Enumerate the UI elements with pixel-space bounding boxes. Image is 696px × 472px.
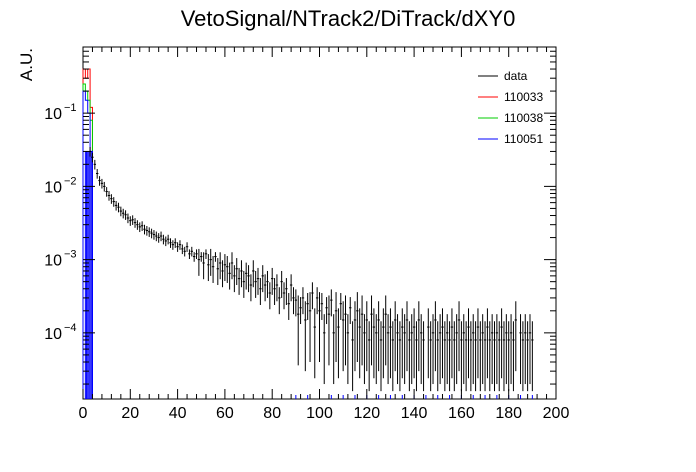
legend-label-data: data xyxy=(504,69,528,83)
y-tick-label: 10 xyxy=(44,326,62,343)
mc-histograms xyxy=(82,68,93,399)
x-tick-label: 60 xyxy=(216,405,234,422)
x-tick-label: 200 xyxy=(543,405,570,422)
y-tick-label: 10 xyxy=(44,106,62,123)
x-tick-label: 0 xyxy=(79,405,88,422)
x-axis: 0 20 40 60 80 100 120 140 160 180 200 xyxy=(79,47,570,422)
data-points xyxy=(88,146,534,399)
legend: data 110033 110038 110051 xyxy=(478,69,543,146)
histogram-110038 xyxy=(82,83,93,399)
y-tick-exponent: −4 xyxy=(64,322,77,334)
y-tick-exponent: −2 xyxy=(64,175,77,187)
x-tick-label: 40 xyxy=(169,405,187,422)
chart-title: VetoSignal/NTrack2/DiTrack/dXY0 xyxy=(181,6,516,31)
y-tick-label: 10 xyxy=(44,253,62,270)
y-tick-label: 10 xyxy=(44,179,62,196)
x-tick-label: 80 xyxy=(263,405,281,422)
x-tick-label: 180 xyxy=(495,405,522,422)
x-tick-label: 120 xyxy=(353,405,380,422)
x-tick-label: 100 xyxy=(306,405,333,422)
x-tick-label: 140 xyxy=(401,405,428,422)
legend-label-110033: 110033 xyxy=(504,90,543,104)
x-tick-label: 160 xyxy=(448,405,475,422)
y-tick-exponent: −1 xyxy=(64,102,77,114)
y-axis: 10−110−210−310−4 xyxy=(44,46,556,385)
legend-label-110038: 110038 xyxy=(504,111,543,125)
legend-label-110051: 110051 xyxy=(504,132,543,146)
x-tick-label: 20 xyxy=(121,405,139,422)
y-tick-exponent: −3 xyxy=(64,249,77,261)
y-axis-label: A.U. xyxy=(17,48,36,81)
